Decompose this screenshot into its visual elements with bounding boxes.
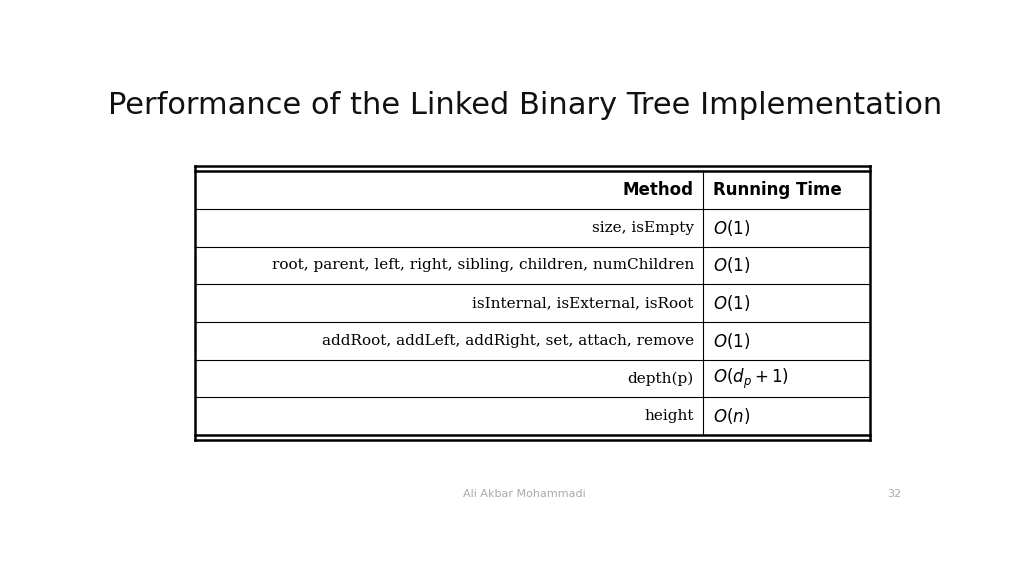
Text: $O(1)$: $O(1)$ bbox=[713, 255, 751, 275]
Text: $O(d_p+1)$: $O(d_p+1)$ bbox=[713, 366, 788, 391]
Text: addRoot, addLeft, addRight, set, attach, remove: addRoot, addLeft, addRight, set, attach,… bbox=[322, 334, 694, 348]
Text: Running Time: Running Time bbox=[713, 181, 842, 199]
Text: 32: 32 bbox=[888, 490, 902, 499]
Text: Performance of the Linked Binary Tree Implementation: Performance of the Linked Binary Tree Im… bbox=[108, 92, 942, 120]
Text: isInternal, isExternal, isRoot: isInternal, isExternal, isRoot bbox=[472, 296, 694, 310]
Text: height: height bbox=[644, 409, 694, 423]
Text: root, parent, left, right, sibling, children, numChildren: root, parent, left, right, sibling, chil… bbox=[271, 259, 694, 272]
Text: $O(1)$: $O(1)$ bbox=[713, 293, 751, 313]
Text: $O(1)$: $O(1)$ bbox=[713, 218, 751, 238]
Text: size, isEmpty: size, isEmpty bbox=[592, 221, 694, 234]
Text: $O(n)$: $O(n)$ bbox=[713, 406, 750, 426]
Text: Ali Akbar Mohammadi: Ali Akbar Mohammadi bbox=[464, 490, 586, 499]
Text: $O(1)$: $O(1)$ bbox=[713, 331, 751, 351]
Text: depth(p): depth(p) bbox=[628, 372, 694, 386]
Text: Method: Method bbox=[623, 181, 694, 199]
